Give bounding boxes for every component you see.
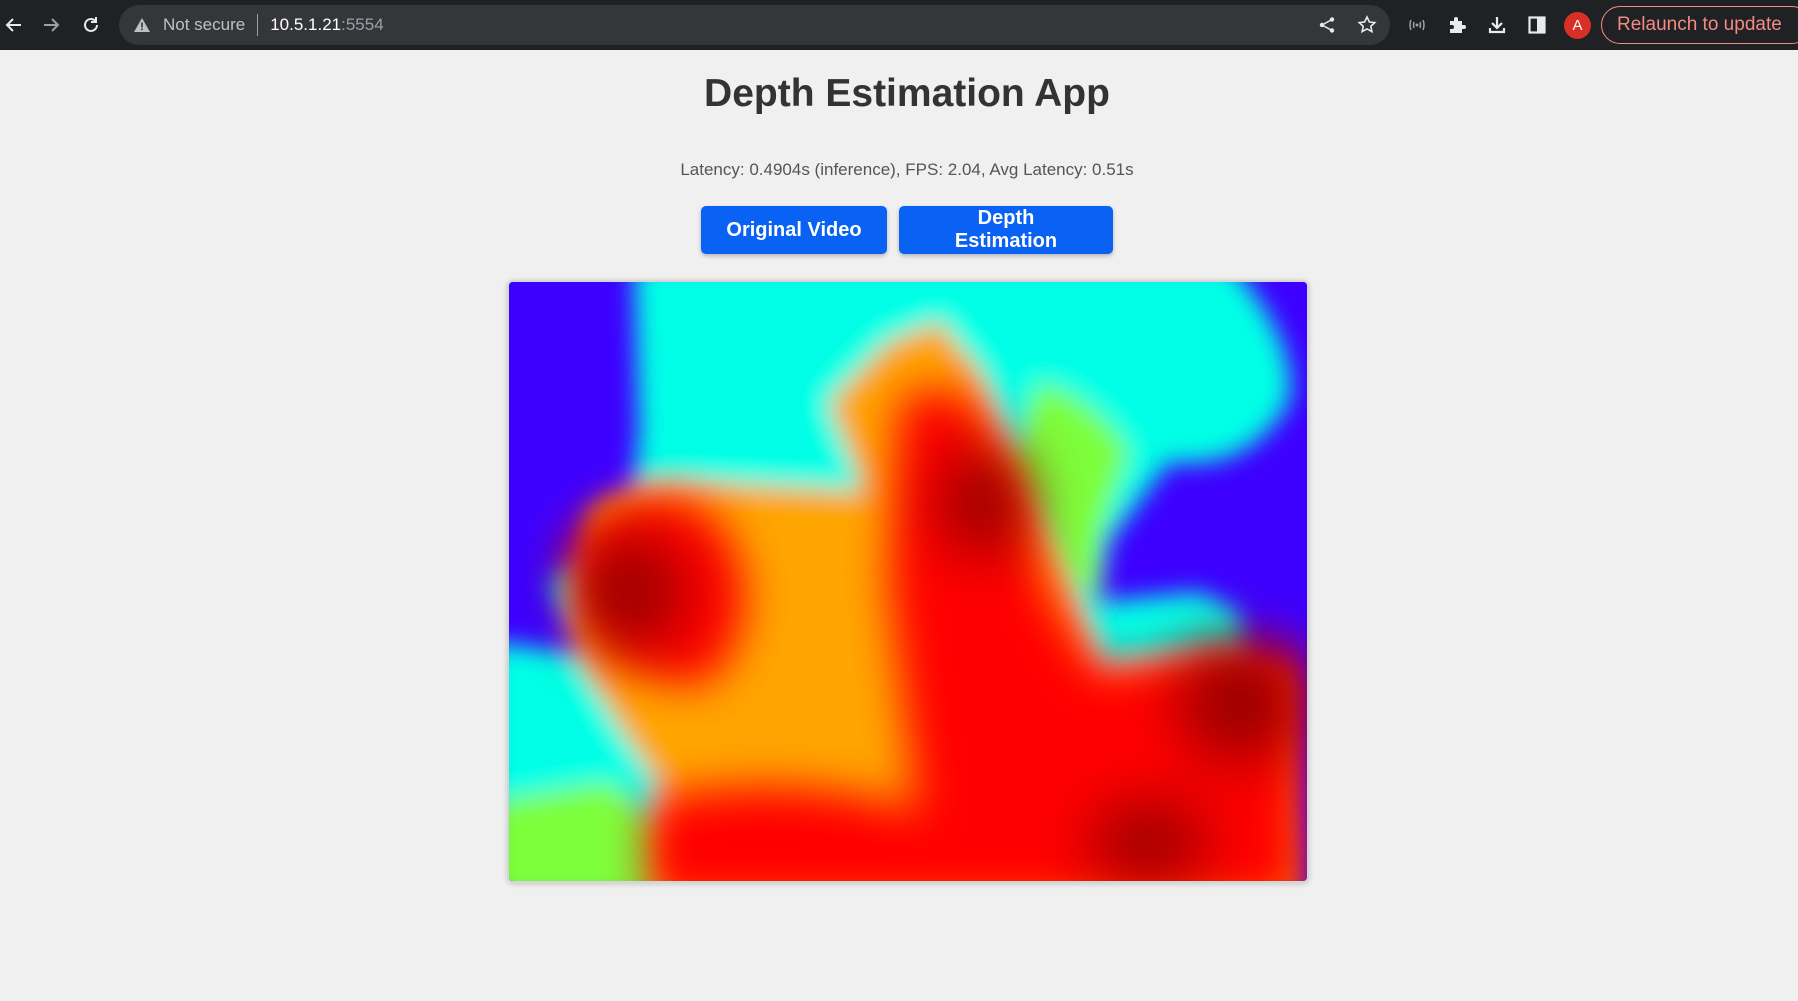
omnibox-divider: [257, 14, 259, 36]
url-port[interactable]: :5554: [341, 15, 384, 34]
view-toggle-buttons: Original Video Depth Estimation: [0, 206, 1798, 254]
download-icon[interactable]: [1483, 11, 1511, 39]
bookmark-star-icon[interactable]: [1353, 11, 1381, 39]
latency-readout: Latency: 0.4904s (inference), FPS: 2.04,…: [680, 160, 1134, 179]
security-status-label[interactable]: Not secure: [163, 15, 246, 34]
url-host[interactable]: 10.5.1.21: [270, 15, 342, 34]
depth-estimation-button[interactable]: Depth Estimation: [899, 206, 1113, 254]
address-bar[interactable]: Not secure 10.5.1.21 :5554: [119, 5, 1390, 45]
forward-icon[interactable]: [37, 11, 65, 39]
depth-map-image: [509, 282, 1307, 881]
share-icon[interactable]: [1313, 11, 1341, 39]
extensions-icon[interactable]: [1443, 11, 1471, 39]
relaunch-to-update-button[interactable]: Relaunch to update: [1601, 6, 1798, 44]
back-icon[interactable]: [0, 11, 28, 39]
reload-icon[interactable]: [77, 11, 105, 39]
side-panel-icon[interactable]: [1523, 11, 1551, 39]
cast-icon[interactable]: [1403, 11, 1431, 39]
original-video-button[interactable]: Original Video: [701, 206, 887, 254]
depth-video-frame: [507, 280, 1309, 883]
page-title: Depth Estimation App: [704, 72, 1110, 115]
browser-toolbar: Not secure 10.5.1.21 :5554 A Relaunch to…: [0, 0, 1798, 50]
warning-icon: [133, 15, 153, 35]
profile-avatar[interactable]: A: [1564, 12, 1591, 39]
